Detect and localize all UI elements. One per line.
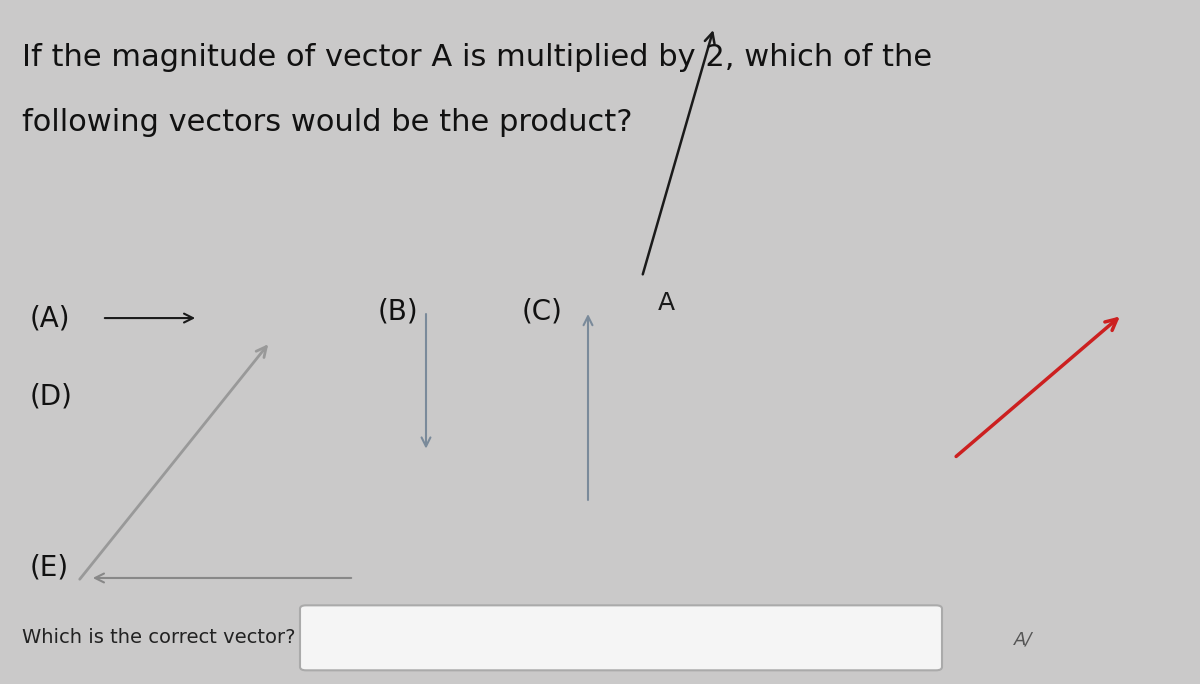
Text: A: A bbox=[658, 291, 674, 315]
Text: (B): (B) bbox=[378, 298, 419, 325]
Text: If the magnitude of vector A is multiplied by 2, which of the: If the magnitude of vector A is multipli… bbox=[22, 43, 931, 72]
FancyBboxPatch shape bbox=[300, 605, 942, 670]
Text: A/: A/ bbox=[1014, 631, 1032, 648]
Text: (C): (C) bbox=[522, 298, 563, 325]
Text: Which is the correct vector?: Which is the correct vector? bbox=[22, 628, 295, 647]
Text: (E): (E) bbox=[30, 554, 70, 581]
Text: following vectors would be the product?: following vectors would be the product? bbox=[22, 108, 632, 137]
Text: (A): (A) bbox=[30, 304, 71, 332]
Text: (D): (D) bbox=[30, 383, 73, 410]
